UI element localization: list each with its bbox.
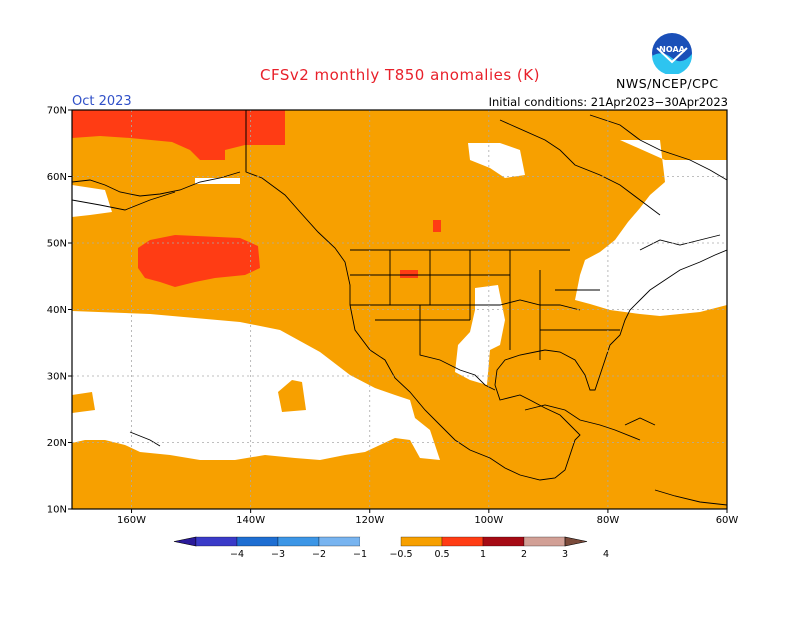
- axis-ticks: 160W 140W 120W 100W 80W 60W 70N 60N 50N 40N 30N 20N…: [47, 106, 739, 527]
- colorbar-label: 0.5: [434, 549, 449, 560]
- near-normal-areas: [72, 140, 727, 460]
- colorbar-label: −3: [271, 549, 285, 560]
- lat-tick-label: 20N: [47, 438, 67, 449]
- lat-tick-label: 30N: [47, 372, 67, 383]
- map-title: CFSv2 monthly T850 anomalies (K): [260, 66, 540, 84]
- colorbar-swatch: [318, 536, 361, 547]
- lat-tick-label: 40N: [47, 305, 67, 316]
- lat-tick-label: 50N: [47, 239, 67, 250]
- colorbar-swatch: [400, 536, 443, 547]
- lon-tick-label: 80W: [597, 515, 620, 526]
- colorbar-swatch: [482, 536, 525, 547]
- colorbar-swatch: [441, 536, 484, 547]
- organization-label: NWS/NCEP/CPC: [616, 76, 719, 91]
- colorbar-label: 1: [480, 549, 486, 560]
- colorbar-swatch: [236, 536, 279, 547]
- warm-anomaly-areas: [72, 110, 441, 287]
- initial-conditions: Initial conditions: 21Apr2023−30Apr2023: [488, 95, 728, 109]
- colorbar-swatch: [523, 536, 566, 547]
- colorbar-swatch: [360, 537, 401, 546]
- colorbar-label: −1: [353, 549, 367, 560]
- lon-tick-label: 120W: [355, 515, 384, 526]
- lat-tick-label: 60N: [47, 172, 67, 183]
- coastlines-and-borders: [72, 110, 727, 506]
- colorbar-label: 2: [521, 549, 527, 560]
- graticule: [72, 110, 727, 509]
- svg-text:NOAA: NOAA: [659, 45, 685, 54]
- lon-tick-label: 140W: [236, 515, 265, 526]
- lon-tick-label: 60W: [716, 515, 739, 526]
- colorbar-label: 3: [562, 549, 568, 560]
- colorbar-label: 4: [603, 549, 609, 560]
- colorbar-right-arrow: [564, 536, 588, 547]
- colorbar-label: −4: [230, 549, 244, 560]
- colorbar-swatch: [195, 536, 238, 547]
- forecast-month: Oct 2023: [72, 94, 132, 109]
- colorbar-label: −2: [312, 549, 326, 560]
- noaa-logo-icon: NOAA: [652, 33, 693, 74]
- colorbar-left-arrow: [173, 536, 197, 547]
- lat-tick-label: 70N: [47, 106, 67, 117]
- lon-tick-label: 160W: [117, 515, 146, 526]
- colorbar-swatch: [277, 536, 320, 547]
- colorbar-label: −0.5: [389, 549, 412, 560]
- lat-tick-label: 10N: [47, 505, 67, 516]
- lon-tick-label: 100W: [474, 515, 503, 526]
